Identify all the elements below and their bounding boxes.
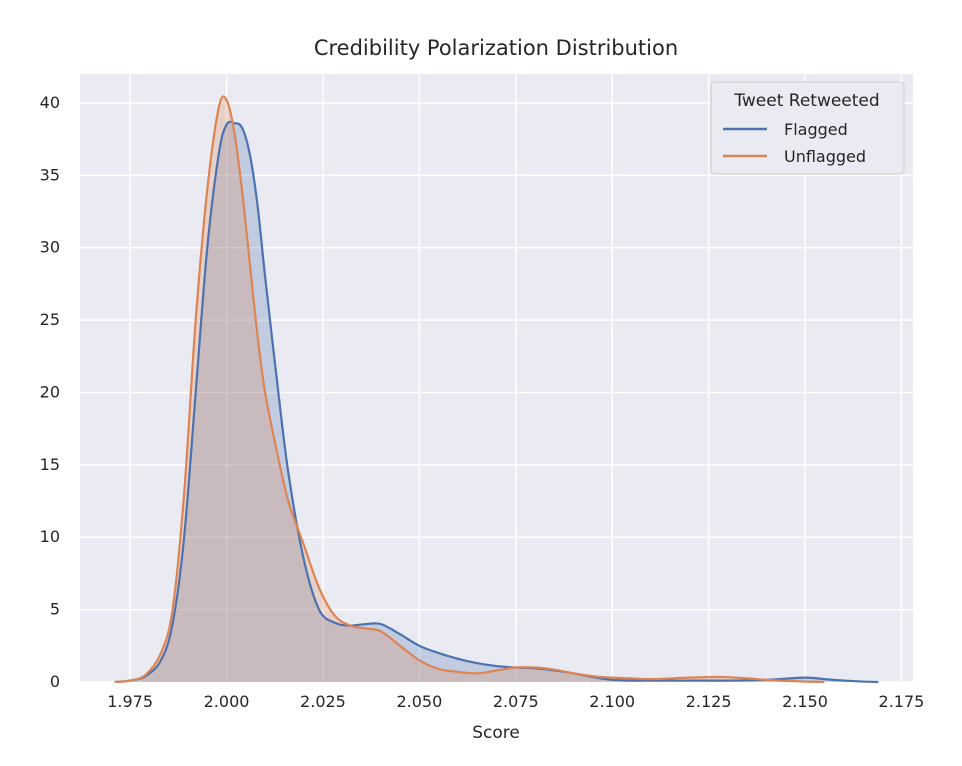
y-tick-labels: 0 5 10 15 20 25 30 35 40 bbox=[40, 93, 60, 691]
x-tick-label: 2.175 bbox=[879, 692, 925, 711]
series-area-unflagged bbox=[114, 96, 825, 682]
x-tick-label: 2.075 bbox=[493, 692, 539, 711]
legend: Tweet Retweeted Flagged Unflagged bbox=[710, 81, 905, 175]
y-tick-label: 15 bbox=[40, 455, 60, 474]
y-tick-label: 0 bbox=[50, 672, 60, 691]
y-tick-label: 25 bbox=[40, 310, 60, 329]
x-tick-label: 2.025 bbox=[300, 692, 346, 711]
x-axis-label: Score bbox=[472, 723, 520, 743]
x-tick-label: 2.000 bbox=[204, 692, 250, 711]
x-tick-label: 2.125 bbox=[686, 692, 732, 711]
legend-label-unflagged: Unflagged bbox=[784, 147, 866, 166]
x-tick-label: 1.975 bbox=[107, 692, 153, 711]
y-tick-label: 20 bbox=[40, 382, 60, 401]
x-tick-labels: 1.975 2.000 2.025 2.050 2.075 2.100 2.125 2.150… bbox=[107, 692, 924, 711]
legend-box bbox=[710, 81, 905, 175]
legend-label-flagged: Flagged bbox=[784, 120, 848, 139]
series-areas bbox=[114, 95, 879, 684]
chart-title: Credibility Polarization Distribution bbox=[314, 36, 678, 60]
series-line-flagged bbox=[114, 120, 879, 684]
x-tick-label: 2.100 bbox=[589, 692, 635, 711]
x-tick-label: 2.150 bbox=[782, 692, 828, 711]
grid-lines bbox=[80, 74, 913, 683]
y-tick-label: 10 bbox=[40, 527, 60, 546]
y-tick-label: 40 bbox=[40, 93, 60, 112]
y-tick-label: 5 bbox=[50, 600, 60, 619]
x-tick-label: 2.050 bbox=[396, 692, 442, 711]
series-line-unflagged bbox=[114, 95, 825, 684]
y-tick-label: 30 bbox=[40, 238, 60, 257]
y-tick-label: 35 bbox=[40, 165, 60, 184]
legend-title: Tweet Retweeted bbox=[733, 91, 879, 111]
